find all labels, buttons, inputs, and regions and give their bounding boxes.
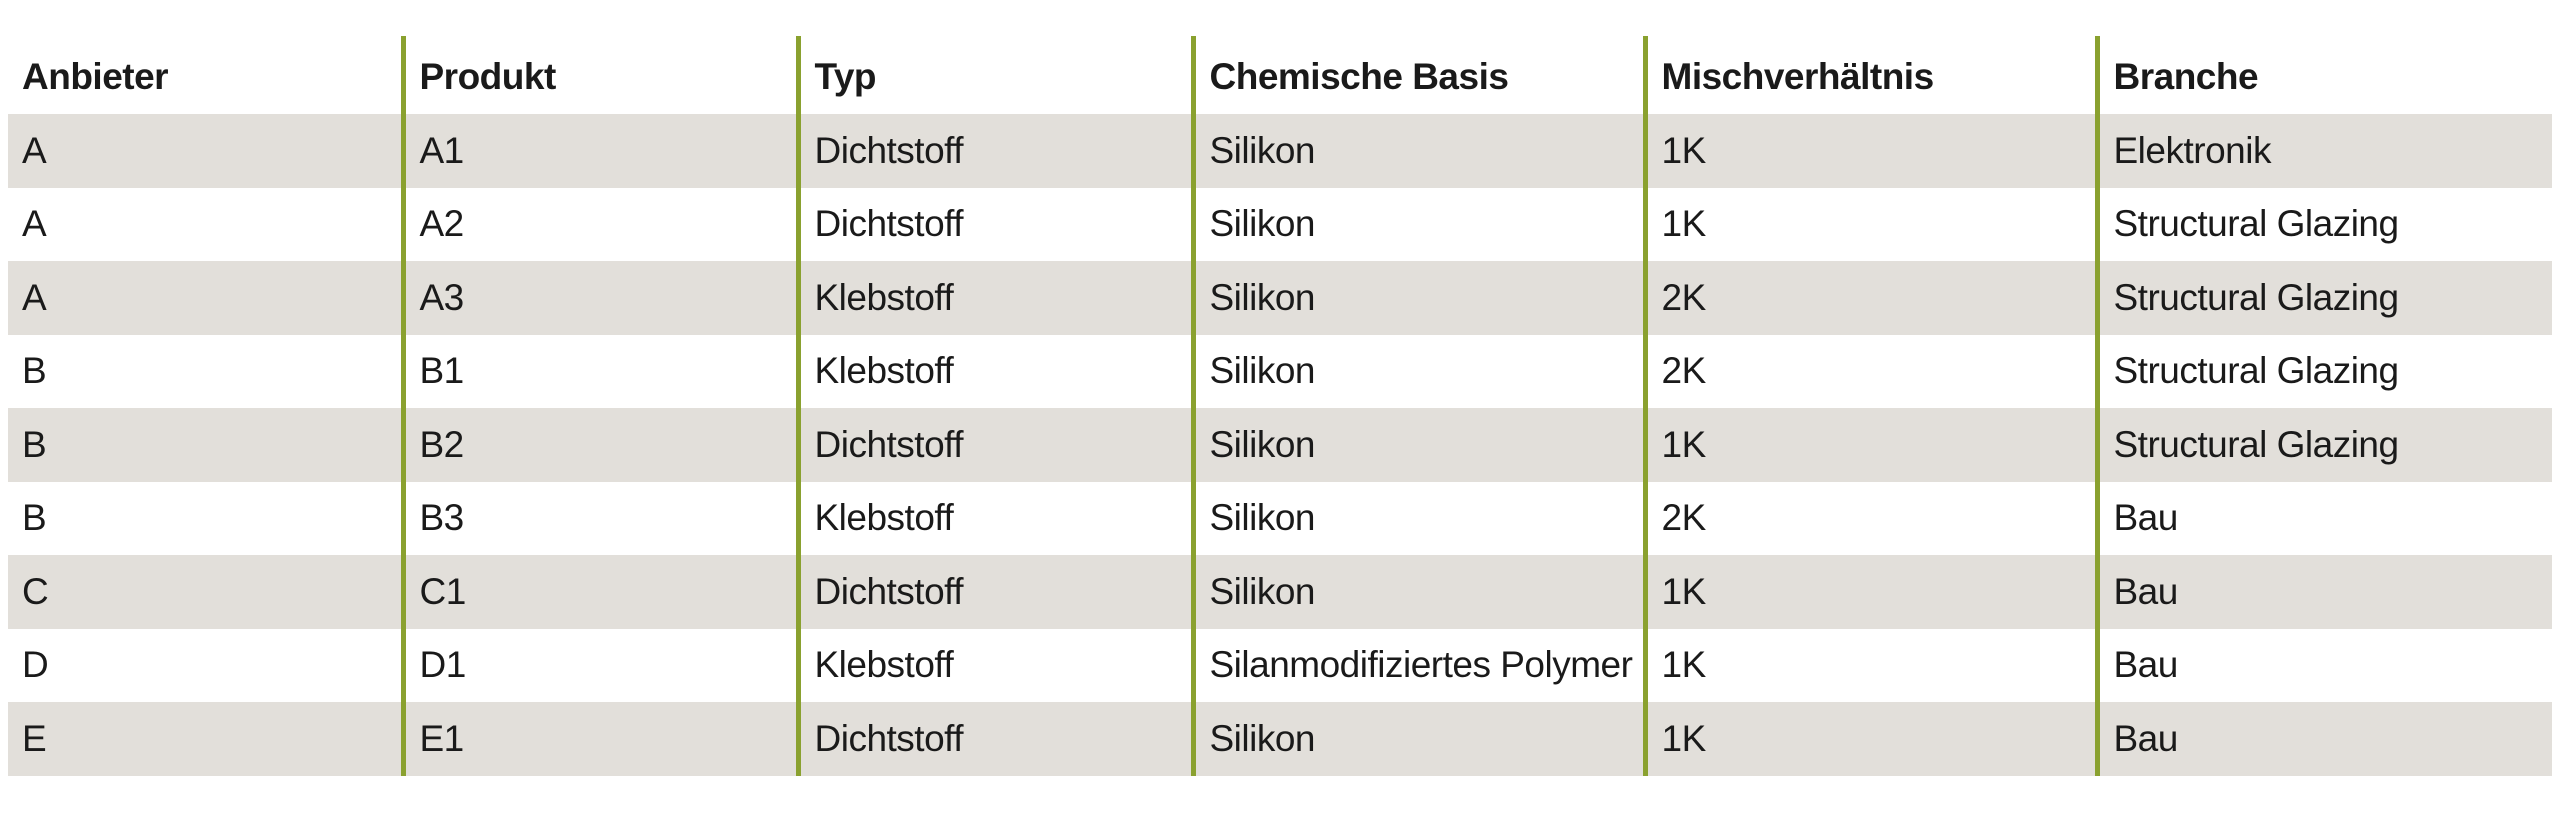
cell-produkt: E1 — [400, 702, 798, 776]
cell-branche: Bau — [2094, 628, 2552, 702]
table-header-row: Anbieter Produkt Typ Chemische Basis Mis… — [8, 36, 2552, 114]
cell-produkt: A1 — [400, 114, 798, 188]
cell-chemische-basis: Silikon — [1190, 555, 1645, 629]
cell-anbieter: D — [22, 644, 49, 686]
cell-mischverhaeltnis: 1K — [1642, 187, 2097, 261]
header-mischverhaeltnis: Mischverhältnis — [1642, 36, 2097, 114]
cell-mischverhaeltnis: 1K — [1642, 628, 2097, 702]
cell-chemische-basis: Silikon — [1190, 334, 1645, 408]
cell-typ: Dichtstoff — [795, 702, 1193, 776]
cell-produkt: C1 — [400, 555, 798, 629]
cell-anbieter: C — [8, 555, 403, 629]
cell-produkt: B2 — [400, 408, 798, 482]
cell-typ: Klebstoff — [795, 261, 1193, 335]
cell-chemische-basis: Silikon — [1190, 114, 1645, 188]
cell-chemische-basis: Silanmodifiziertes Polymer — [1190, 628, 1645, 702]
cell-branche: Bau — [2094, 481, 2552, 555]
cell-branche: Bau — [2094, 702, 2552, 776]
cell-typ: Klebstoff — [795, 628, 1193, 702]
product-table-container: Anbieter Produkt Typ Chemische Basis Mis… — [8, 36, 2552, 776]
cell-anbieter: A — [22, 203, 47, 245]
table-row: A A3 Klebstoff Silikon 2K Structural Gla… — [8, 261, 2552, 335]
cell-chemische-basis: Silikon — [1190, 408, 1645, 482]
cell-typ: Dichtstoff — [795, 187, 1193, 261]
cell-branche: Elektronik — [2094, 114, 2552, 188]
cell-anbieter: E — [8, 702, 403, 776]
cell-anbieter: B — [22, 350, 47, 392]
cell-mischverhaeltnis: 1K — [1642, 555, 2097, 629]
cell-chemische-basis: Silikon — [1190, 702, 1645, 776]
table-row: E E1 Dichtstoff Silikon 1K Bau — [8, 702, 2552, 776]
cell-chemische-basis: Silikon — [1190, 481, 1645, 555]
cell-branche: Structural Glazing — [2094, 187, 2552, 261]
cell-anbieter: B — [22, 497, 47, 539]
cell-branche: Structural Glazing — [2094, 334, 2552, 408]
cell-branche: Bau — [2094, 555, 2552, 629]
cell-mischverhaeltnis: 2K — [1642, 481, 2097, 555]
cell-anbieter: A — [8, 261, 403, 335]
header-produkt: Produkt — [400, 36, 798, 114]
cell-produkt: A3 — [400, 261, 798, 335]
cell-mischverhaeltnis: 1K — [1642, 114, 2097, 188]
cell-produkt: D1 — [400, 628, 798, 702]
cell-chemische-basis: Silikon — [1190, 261, 1645, 335]
cell-anbieter: B — [8, 408, 403, 482]
table-row: A A2 Dichtstoff Silikon 1K Structural Gl… — [8, 187, 2552, 261]
header-anbieter: Anbieter — [22, 56, 169, 97]
cell-typ: Klebstoff — [795, 334, 1193, 408]
header-chemische-basis: Chemische Basis — [1190, 36, 1645, 114]
table-row: C C1 Dichtstoff Silikon 1K Bau — [8, 555, 2552, 629]
cell-branche: Structural Glazing — [2094, 408, 2552, 482]
table-row: A A1 Dichtstoff Silikon 1K Elektronik — [8, 114, 2552, 188]
header-branche: Branche — [2094, 36, 2552, 114]
cell-typ: Klebstoff — [795, 481, 1193, 555]
table-row: B B2 Dichtstoff Silikon 1K Structural Gl… — [8, 408, 2552, 482]
cell-chemische-basis: Silikon — [1190, 187, 1645, 261]
table-row: B B3 Klebstoff Silikon 2K Bau — [8, 481, 2552, 555]
cell-mischverhaeltnis: 2K — [1642, 261, 2097, 335]
cell-mischverhaeltnis: 1K — [1642, 408, 2097, 482]
cell-typ: Dichtstoff — [795, 408, 1193, 482]
product-table: Anbieter Produkt Typ Chemische Basis Mis… — [8, 36, 2552, 776]
header-typ: Typ — [795, 36, 1193, 114]
cell-mischverhaeltnis: 2K — [1642, 334, 2097, 408]
cell-produkt: A2 — [400, 187, 798, 261]
cell-typ: Dichtstoff — [795, 555, 1193, 629]
cell-mischverhaeltnis: 1K — [1642, 702, 2097, 776]
cell-typ: Dichtstoff — [795, 114, 1193, 188]
cell-produkt: B3 — [400, 481, 798, 555]
table-row: B B1 Klebstoff Silikon 2K Structural Gla… — [8, 334, 2552, 408]
cell-produkt: B1 — [400, 334, 798, 408]
table-row: D D1 Klebstoff Silanmodifiziertes Polyme… — [8, 628, 2552, 702]
cell-branche: Structural Glazing — [2094, 261, 2552, 335]
cell-anbieter: A — [8, 114, 403, 188]
